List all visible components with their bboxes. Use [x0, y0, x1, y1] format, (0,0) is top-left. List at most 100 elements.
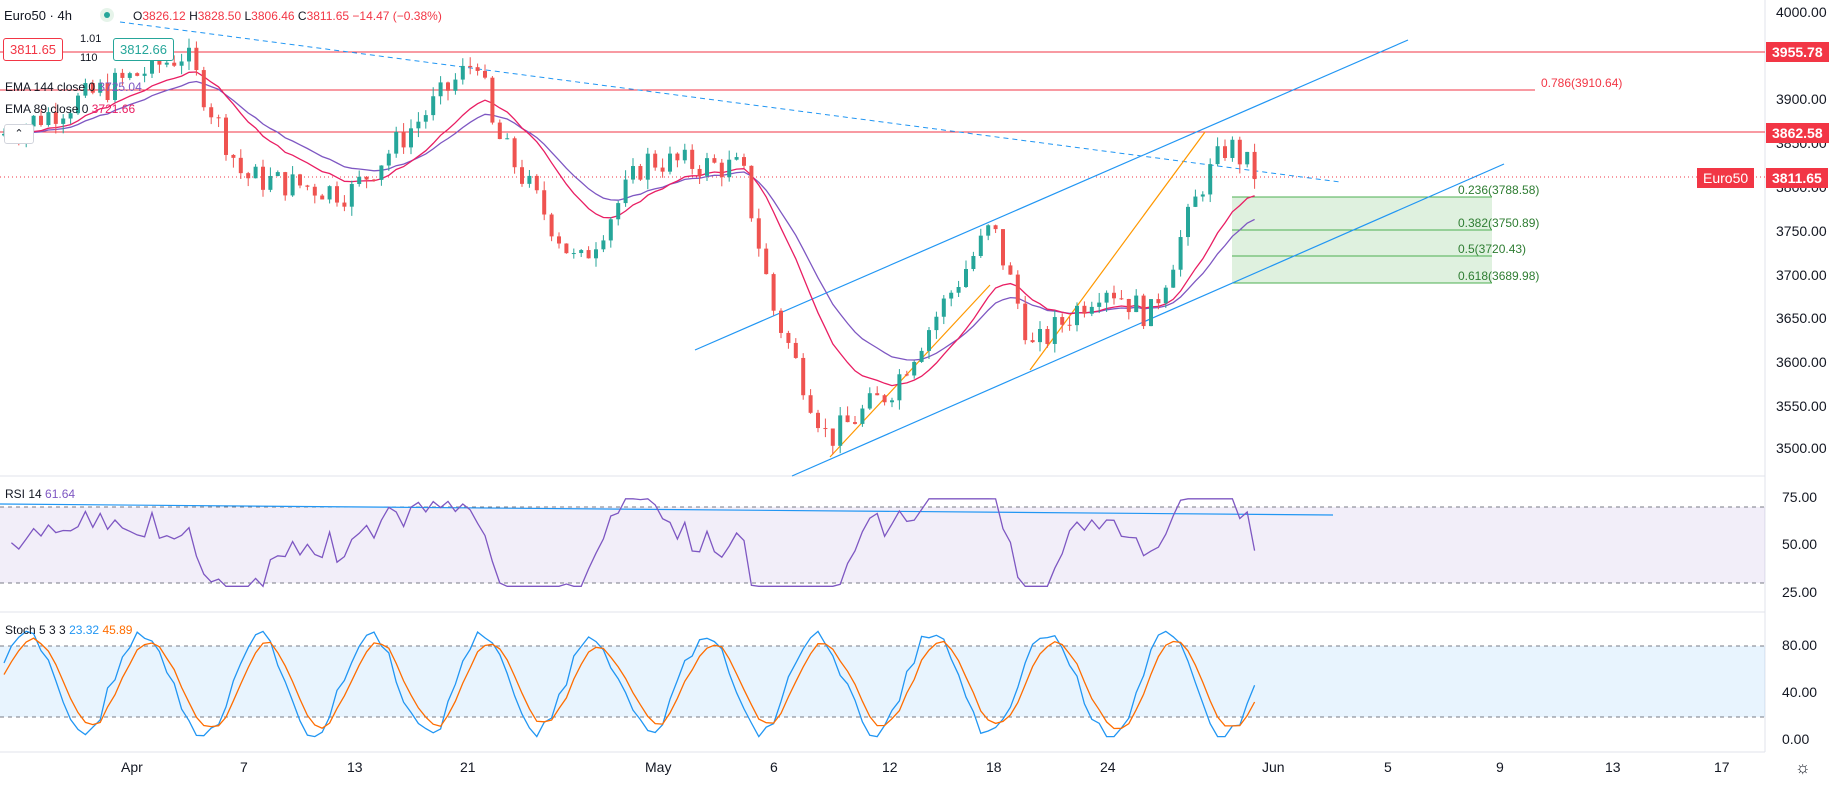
- candle-body[interactable]: [1215, 146, 1220, 165]
- candle-body[interactable]: [890, 400, 894, 403]
- candle-body[interactable]: [867, 393, 872, 409]
- candle-body[interactable]: [719, 162, 724, 178]
- candle-body[interactable]: [216, 117, 221, 119]
- candle-body[interactable]: [364, 176, 369, 180]
- candle-body[interactable]: [1252, 151, 1257, 180]
- candle-body[interactable]: [986, 225, 991, 236]
- candle-body[interactable]: [1097, 302, 1102, 307]
- candle-body[interactable]: [571, 253, 576, 255]
- candle-body[interactable]: [342, 202, 347, 207]
- candle-body[interactable]: [816, 412, 820, 429]
- candle-body[interactable]: [727, 159, 732, 178]
- candle-body[interactable]: [409, 128, 413, 148]
- candle-body[interactable]: [1112, 292, 1116, 299]
- candle-body[interactable]: [542, 190, 547, 215]
- candle-body[interactable]: [786, 332, 791, 343]
- candle-body[interactable]: [1089, 306, 1094, 314]
- candle-body[interactable]: [675, 153, 680, 161]
- candle-body[interactable]: [127, 73, 132, 78]
- candle-body[interactable]: [564, 243, 569, 254]
- candle-body[interactable]: [690, 149, 695, 169]
- candle-body[interactable]: [978, 235, 983, 256]
- candle-body[interactable]: [527, 175, 532, 184]
- candle-body[interactable]: [964, 268, 968, 288]
- channel-upper-line[interactable]: [694, 39, 1409, 351]
- candle-body[interactable]: [31, 115, 36, 127]
- candle-body[interactable]: [142, 73, 147, 76]
- candle-body[interactable]: [53, 112, 58, 124]
- candle-body[interactable]: [1156, 299, 1161, 304]
- candle-body[interactable]: [616, 203, 621, 220]
- candle-body[interactable]: [483, 70, 487, 78]
- candle-body[interactable]: [919, 350, 924, 362]
- candle-body[interactable]: [756, 218, 761, 249]
- candle-body[interactable]: [1163, 287, 1168, 304]
- candle-body[interactable]: [875, 393, 880, 396]
- candle-body[interactable]: [1126, 298, 1131, 313]
- candle-body[interactable]: [1023, 303, 1028, 341]
- candle-body[interactable]: [897, 374, 902, 401]
- candle-body[interactable]: [853, 422, 857, 424]
- candle-body[interactable]: [608, 219, 613, 241]
- candle-body[interactable]: [949, 292, 954, 299]
- candle-body[interactable]: [120, 72, 125, 78]
- candle-body[interactable]: [971, 255, 976, 269]
- candle-body[interactable]: [838, 415, 843, 446]
- dashed-downtrend-line[interactable]: [119, 21, 1341, 183]
- candle-body[interactable]: [453, 79, 458, 91]
- candle-body[interactable]: [335, 186, 339, 203]
- candle-body[interactable]: [1015, 274, 1020, 304]
- candle-body[interactable]: [283, 172, 288, 196]
- candle-body[interactable]: [290, 174, 295, 196]
- candle-body[interactable]: [1171, 269, 1176, 288]
- candle-body[interactable]: [601, 240, 606, 250]
- candle-body[interactable]: [298, 174, 302, 186]
- candle-body[interactable]: [1052, 317, 1057, 344]
- candle-body[interactable]: [497, 122, 502, 140]
- candle-body[interactable]: [1149, 299, 1153, 327]
- candle-body[interactable]: [705, 158, 709, 176]
- candle-body[interactable]: [446, 82, 450, 91]
- candle-body[interactable]: [623, 179, 628, 204]
- candle-body[interactable]: [490, 77, 495, 123]
- ema-144-legend[interactable]: EMA 144 close 0 3725.04: [5, 80, 142, 94]
- candle-body[interactable]: [830, 428, 835, 446]
- candle-body[interactable]: [150, 54, 154, 74]
- ema-89-legend[interactable]: EMA 89 close 0 3721.66: [5, 102, 135, 116]
- candle-body[interactable]: [201, 70, 206, 108]
- candle-body[interactable]: [394, 131, 399, 154]
- candle-body[interactable]: [1141, 295, 1146, 327]
- candle-body[interactable]: [1082, 305, 1087, 314]
- candle-body[interactable]: [860, 408, 865, 424]
- candle-body[interactable]: [749, 165, 754, 219]
- candle-body[interactable]: [246, 173, 251, 179]
- candle-body[interactable]: [1030, 340, 1035, 343]
- candle-body[interactable]: [224, 117, 228, 155]
- candle-body[interactable]: [68, 113, 73, 119]
- candle-body[interactable]: [172, 62, 177, 66]
- candle-body[interactable]: [764, 248, 769, 275]
- candle-body[interactable]: [305, 185, 310, 187]
- candle-body[interactable]: [801, 357, 806, 396]
- candle-body[interactable]: [83, 83, 88, 96]
- candle-body[interactable]: [1060, 317, 1065, 325]
- candle-body[interactable]: [660, 167, 665, 172]
- candle-body[interactable]: [845, 415, 850, 423]
- candle-body[interactable]: [1104, 292, 1109, 303]
- candle-body[interactable]: [1134, 295, 1139, 313]
- candle-body[interactable]: [113, 72, 117, 100]
- candle-body[interactable]: [586, 250, 591, 259]
- candle-body[interactable]: [520, 167, 524, 184]
- candle-body[interactable]: [1045, 328, 1050, 344]
- candle-body[interactable]: [779, 310, 783, 333]
- level-tag-3862[interactable]: 3862.58: [1766, 123, 1829, 143]
- candle-body[interactable]: [638, 166, 643, 180]
- candle-body[interactable]: [431, 96, 436, 116]
- candle-body[interactable]: [275, 172, 280, 176]
- candle-body[interactable]: [90, 83, 95, 93]
- gear-icon[interactable]: ☼: [1795, 758, 1811, 777]
- candle-body[interactable]: [534, 175, 539, 191]
- candle-body[interactable]: [742, 157, 746, 166]
- candle-body[interactable]: [1223, 146, 1227, 158]
- candle-body[interactable]: [823, 428, 828, 430]
